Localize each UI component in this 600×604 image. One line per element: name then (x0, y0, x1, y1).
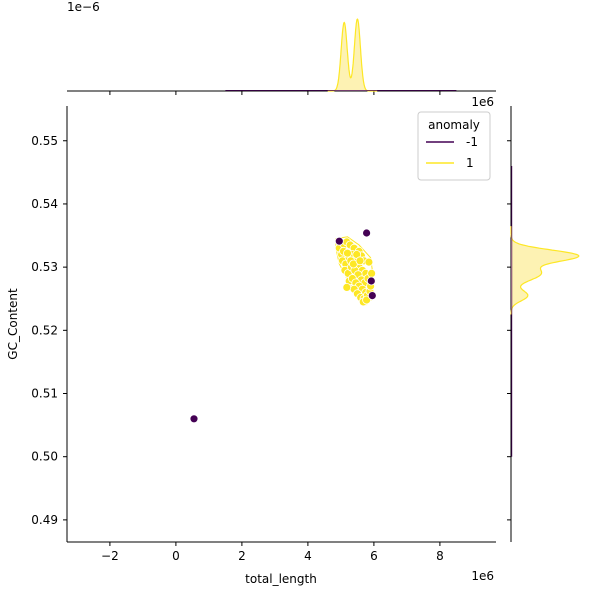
x-axis-label: total_length (245, 572, 317, 586)
x-tick-label: −2 (101, 549, 119, 563)
legend-title: anomaly (428, 118, 480, 132)
data-point (342, 282, 352, 292)
y-tick-label: 0.53 (31, 260, 58, 274)
y-tick-label: 0.52 (31, 323, 58, 337)
y-tick-label: 0.55 (31, 134, 58, 148)
y-tick-label: 0.50 (31, 450, 58, 464)
data-point (355, 256, 365, 266)
y-tick-label: 0.49 (31, 513, 58, 527)
y-axis-label: GC_Content (6, 288, 20, 360)
x-tick-label: 6 (370, 549, 378, 563)
legend: anomaly -1 1 (417, 111, 491, 181)
top-marginal-offset-label: 1e−6 (67, 0, 100, 14)
data-point (189, 414, 199, 424)
legend-label: -1 (466, 135, 478, 149)
x-tick-label: 2 (238, 549, 246, 563)
x-tick-label: 8 (436, 549, 444, 563)
legend-label: 1 (466, 156, 474, 170)
x-tick-label: 0 (172, 549, 180, 563)
data-point (364, 257, 374, 267)
data-point (367, 291, 377, 301)
y-tick-label: 0.54 (31, 197, 58, 211)
data-point (366, 276, 376, 286)
y-offset-label: 1e6 (471, 95, 494, 109)
y-tick-label: 0.51 (31, 387, 58, 401)
top-marginal-axes (67, 18, 496, 95)
data-point (362, 295, 372, 305)
top-kde-line (327, 18, 378, 92)
right-kde-fill (511, 226, 579, 315)
series-anomaly-neg (189, 228, 377, 424)
data-point (367, 268, 377, 278)
data-point (343, 248, 352, 258)
x-tick-label: 4 (304, 549, 312, 563)
right-marginal-axes (507, 106, 580, 542)
main-axes: −2 0 2 4 6 8 0.49 0.50 0.51 0.52 0.53 0.54 0.55 (31, 106, 496, 563)
data-point (362, 228, 372, 238)
data-point (334, 236, 344, 246)
top-kde-fill (327, 19, 378, 92)
x-offset-label: 1e6 (471, 569, 494, 583)
right-kde-line (510, 226, 580, 315)
